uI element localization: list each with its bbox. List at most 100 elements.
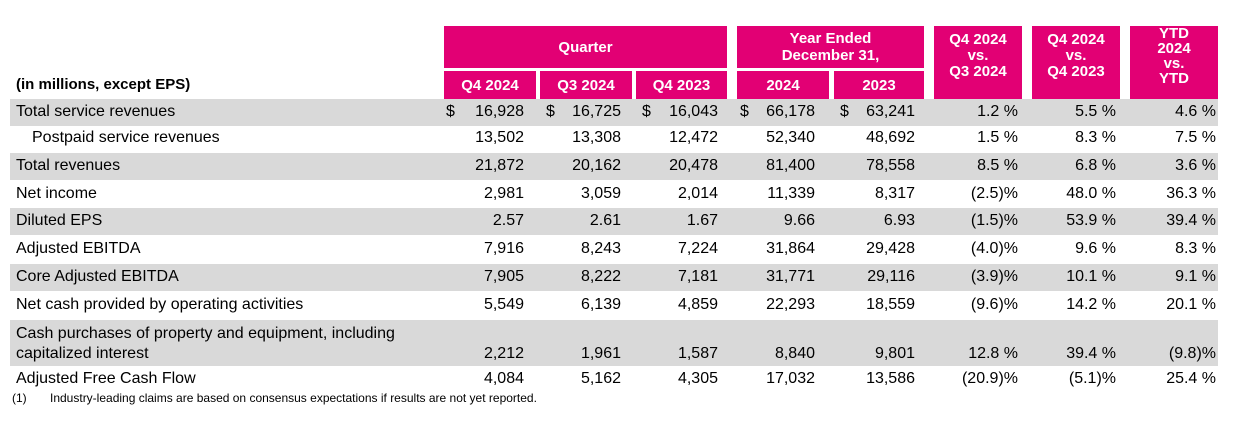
- table-cell: (9.6)%: [970, 296, 1018, 313]
- table-cell: 16,928: [475, 103, 524, 120]
- table-cell: 9.1 %: [1175, 268, 1216, 285]
- row-label: Adjusted Free Cash Flow: [16, 370, 196, 387]
- row-label: Postpaid service revenues: [32, 129, 220, 146]
- table-cell: (2.5)%: [970, 185, 1018, 202]
- table-cell: 52,340: [766, 129, 815, 146]
- currency-symbol: $: [642, 103, 651, 120]
- table-cell: 8.3 %: [1175, 240, 1216, 257]
- table-cell: 1,587: [677, 345, 718, 362]
- table-cell: 9.6 %: [1075, 240, 1116, 257]
- header-col-2023: 2023: [834, 71, 924, 99]
- table-cell: 2,981: [483, 185, 524, 202]
- table-cell: 1.5 %: [977, 129, 1018, 146]
- header-cmp-ytd: YTD 2024 vs. YTD: [1130, 26, 1218, 99]
- table-cell: 4,084: [483, 370, 524, 387]
- table-cell: 4,859: [677, 296, 718, 313]
- row-label: Net income: [16, 185, 97, 202]
- table-cell: 20,478: [669, 157, 718, 174]
- table-cell: 31,864: [766, 240, 815, 257]
- table-cell: (5.1)%: [1068, 370, 1116, 387]
- table-cell: 1.67: [686, 212, 718, 229]
- row-label: Adjusted EBITDA: [16, 240, 141, 257]
- table-cell: 5,549: [483, 296, 524, 313]
- row-label: Total service revenues: [16, 103, 176, 120]
- table-cell: 16,725: [572, 103, 621, 120]
- header-col-q4-2023: Q4 2023: [636, 71, 727, 99]
- currency-symbol: $: [840, 103, 849, 120]
- table-cell: 5,162: [580, 370, 621, 387]
- currency-symbol: $: [740, 103, 749, 120]
- header-cmp-q4-vs-q4: Q4 2024 vs. Q4 2023: [1032, 26, 1120, 99]
- table-cell: 29,428: [866, 240, 915, 257]
- table-cell: 22,293: [766, 296, 815, 313]
- header-year-group: Year Ended December 31,: [737, 26, 924, 68]
- row-label-line1: Cash purchases of property and equipment…: [16, 325, 395, 342]
- row-label-line2: capitalized interest: [16, 345, 149, 362]
- header-year-line1: Year Ended: [789, 30, 872, 47]
- row-label: Total revenues: [16, 157, 121, 174]
- table-cell: 13,586: [866, 370, 915, 387]
- table-cell: 2,014: [677, 185, 718, 202]
- table-cell: 2.61: [589, 212, 621, 229]
- table-cell: 7,905: [483, 268, 524, 285]
- table-row: Core Adjusted EBITDA 7,905 8,222 7,181 31,77…: [10, 264, 1218, 291]
- table-cell: 21,872: [475, 157, 524, 174]
- table-cell: 7,916: [483, 240, 524, 257]
- table-cell: 48.0 %: [1066, 185, 1116, 202]
- table-cell: 10.1 %: [1066, 268, 1116, 285]
- header-cmp-q4-vs-q3: Q4 2024 vs. Q3 2024: [934, 26, 1022, 99]
- table-cell: 6.93: [883, 212, 915, 229]
- table-cell: 4.6 %: [1175, 103, 1216, 120]
- table-cell: 20.1 %: [1166, 296, 1216, 313]
- table-cell: 29,116: [867, 268, 915, 285]
- table-cell: 14.2 %: [1066, 296, 1116, 313]
- table-cell: 36.3 %: [1166, 185, 1216, 202]
- table-cell: 2.57: [492, 212, 524, 229]
- table-cell: 48,692: [866, 129, 915, 146]
- table-cell: (4.0)%: [970, 240, 1018, 257]
- table-row: Adjusted EBITDA 7,916 8,243 7,224 31,864 29,4…: [10, 236, 1218, 263]
- currency-symbol: $: [446, 103, 455, 120]
- table-cell: 63,241: [866, 103, 915, 120]
- table-cell: 9.66: [783, 212, 815, 229]
- table-cell: 12.8 %: [968, 345, 1018, 362]
- footnote-number: (1): [12, 391, 27, 405]
- header-col-q3-2024: Q3 2024: [540, 71, 632, 99]
- table-cell: 8,840: [774, 345, 815, 362]
- header-quarter-group: Quarter: [444, 26, 727, 68]
- table-cell: 16,043: [669, 103, 718, 120]
- table-cell: 13,308: [572, 129, 621, 146]
- table-cell: 17,032: [766, 370, 815, 387]
- table-cell: 20,162: [572, 157, 621, 174]
- table-cell: 39.4 %: [1066, 345, 1116, 362]
- table-cell: 4,305: [677, 370, 718, 387]
- table-cell: 7,181: [677, 268, 718, 285]
- table-cell: 81,400: [766, 157, 815, 174]
- units-label: (in millions, except EPS): [16, 76, 191, 93]
- table-cell: 6,139: [580, 296, 621, 313]
- table-row: Total revenues 21,872 20,162 20,478 81,400 78…: [10, 153, 1218, 180]
- table-cell: 7,224: [677, 240, 718, 257]
- table-cell: 1.2 %: [977, 103, 1018, 120]
- table-cell: 5.5 %: [1075, 103, 1116, 120]
- table-cell: (20.9)%: [961, 370, 1018, 387]
- header-col-2024: 2024: [737, 71, 829, 99]
- table-cell: 7.5 %: [1175, 129, 1216, 146]
- table-cell: 18,559: [866, 296, 915, 313]
- table-row: Adjusted Free Cash Flow 4,084 5,162 4,305 17…: [10, 366, 1218, 393]
- footnote-text: Industry-leading claims are based on con…: [50, 391, 537, 405]
- table-row: Cash purchases of property and equipment…: [10, 320, 1218, 366]
- table-cell: 1,961: [580, 345, 621, 362]
- table-cell: 78,558: [866, 157, 915, 174]
- table-row: Net cash provided by operating activitie…: [10, 292, 1218, 319]
- table-cell: 8,243: [580, 240, 621, 257]
- table-cell: (3.9)%: [970, 268, 1018, 285]
- table-cell: 6.8 %: [1075, 157, 1116, 174]
- table-cell: 9,801: [874, 345, 915, 362]
- table-cell: 13,502: [475, 129, 524, 146]
- table-cell: 66,178: [766, 103, 815, 120]
- table-cell: 39.4 %: [1166, 212, 1216, 229]
- currency-symbol: $: [546, 103, 555, 120]
- table-row: Net income 2,981 3,059 2,014 11,339 8,317 (2.5…: [10, 181, 1218, 208]
- table-cell: (9.8)%: [1168, 345, 1216, 362]
